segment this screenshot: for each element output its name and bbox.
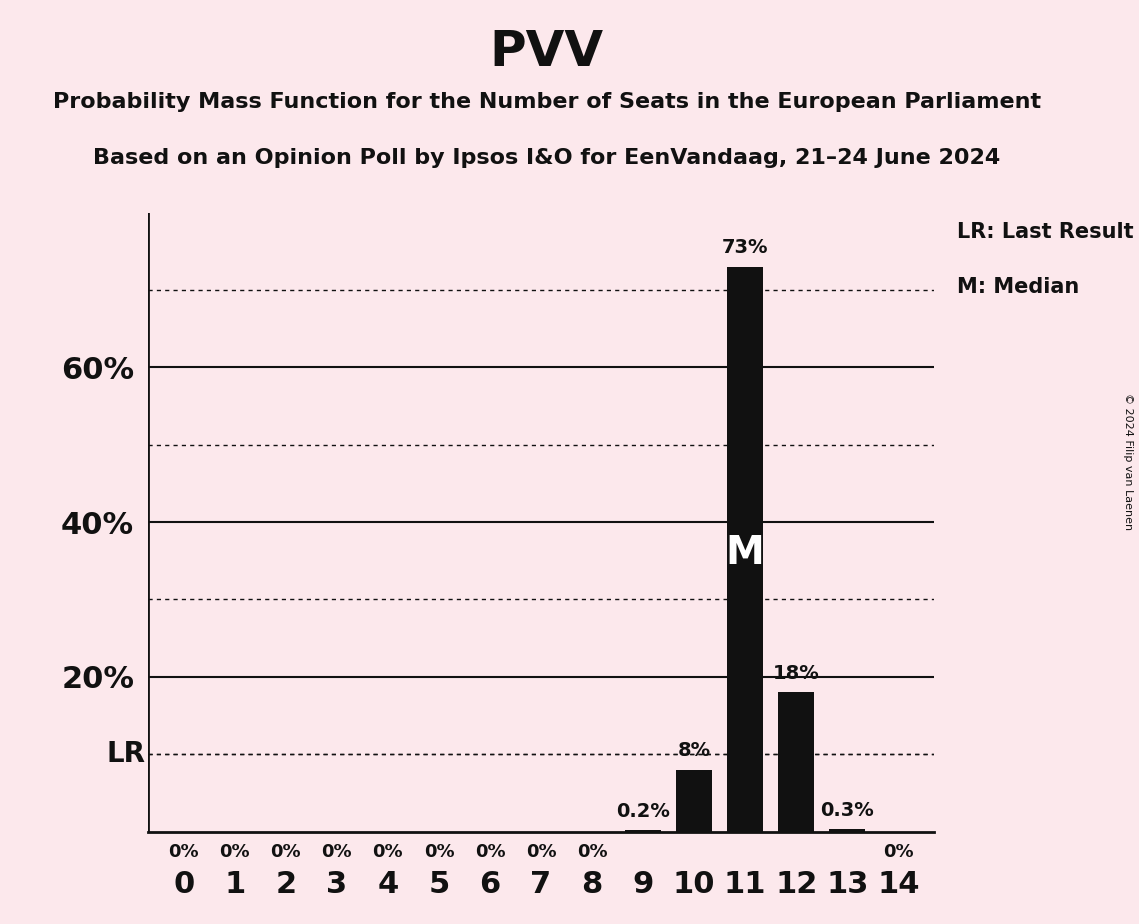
Text: 0%: 0% — [883, 844, 913, 861]
Text: 0%: 0% — [271, 844, 301, 861]
Text: 0%: 0% — [321, 844, 352, 861]
Text: Based on an Opinion Poll by Ipsos I&O for EenVandaag, 21–24 June 2024: Based on an Opinion Poll by Ipsos I&O fo… — [93, 148, 1000, 168]
Text: Probability Mass Function for the Number of Seats in the European Parliament: Probability Mass Function for the Number… — [52, 92, 1041, 113]
Text: M: M — [726, 534, 764, 572]
Text: 0%: 0% — [526, 844, 556, 861]
Bar — [829, 829, 866, 832]
Text: 0%: 0% — [169, 844, 199, 861]
Text: 0.2%: 0.2% — [616, 802, 670, 821]
Bar — [778, 692, 814, 832]
Text: 0%: 0% — [220, 844, 251, 861]
Text: LR: Last Result: LR: Last Result — [957, 222, 1133, 242]
Text: 0%: 0% — [576, 844, 607, 861]
Text: 0.3%: 0.3% — [820, 801, 874, 820]
Text: 0%: 0% — [424, 844, 454, 861]
Bar — [625, 830, 661, 832]
Text: 8%: 8% — [678, 741, 711, 760]
Bar — [728, 267, 763, 832]
Text: M: Median: M: Median — [957, 277, 1079, 298]
Text: 73%: 73% — [722, 238, 769, 258]
Text: 18%: 18% — [773, 664, 820, 683]
Text: LR: LR — [107, 740, 146, 768]
Text: 0%: 0% — [475, 844, 506, 861]
Text: © 2024 Filip van Laenen: © 2024 Filip van Laenen — [1123, 394, 1133, 530]
Text: 0%: 0% — [372, 844, 403, 861]
Bar — [677, 770, 712, 832]
Text: PVV: PVV — [490, 28, 604, 76]
